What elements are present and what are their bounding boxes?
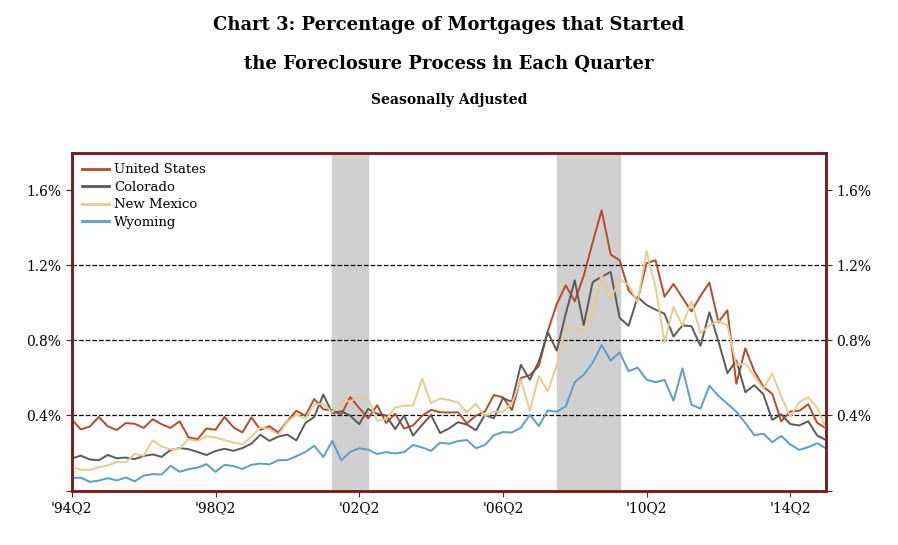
Wyoming [453,438,463,444]
New Mexico [66,463,77,470]
Text: Chart 3: Percentage of Mortgages that Started: Chart 3: Percentage of Mortgages that St… [214,16,684,34]
United States [336,411,347,418]
Wyoming [201,461,212,468]
New Mexico [336,398,347,404]
United States [596,207,607,214]
Wyoming [300,449,311,455]
Colorado [300,420,311,426]
New Mexico [309,402,320,408]
Wyoming [309,443,320,449]
United States [192,436,203,443]
Line: Wyoming: Wyoming [72,345,826,482]
United States [821,425,832,432]
Line: Colorado: Colorado [72,272,826,461]
New Mexico [794,399,805,405]
New Mexico [300,415,311,422]
Wyoming [794,447,805,453]
United States [300,413,311,419]
New Mexico [453,399,463,406]
Colorado [66,455,77,462]
Wyoming [66,475,77,481]
Legend: United States, Colorado, New Mexico, Wyoming: United States, Colorado, New Mexico, Wyo… [78,159,210,233]
United States [453,409,463,415]
Colorado [821,437,832,444]
Bar [557,153,620,490]
Wyoming [596,342,607,348]
Colorado [794,422,805,429]
Wyoming [84,479,95,485]
United States [309,396,320,402]
Wyoming [821,445,832,452]
Bar [332,153,368,490]
New Mexico [641,248,652,255]
New Mexico [201,433,212,439]
Line: United States: United States [72,210,826,439]
Wyoming [336,457,347,464]
Colorado [336,408,347,415]
Colorado [93,457,104,464]
Colorado [201,452,212,458]
New Mexico [84,467,95,473]
United States [66,416,77,423]
Text: the Foreclosure Process in Each Quarter: the Foreclosure Process in Each Quarter [244,54,654,72]
United States [201,425,212,432]
Line: New Mexico: New Mexico [72,251,826,470]
Colorado [605,269,616,275]
New Mexico [821,425,832,432]
Colorado [309,414,320,420]
United States [794,408,805,414]
Colorado [453,419,463,426]
Text: Seasonally Adjusted: Seasonally Adjusted [371,93,527,107]
